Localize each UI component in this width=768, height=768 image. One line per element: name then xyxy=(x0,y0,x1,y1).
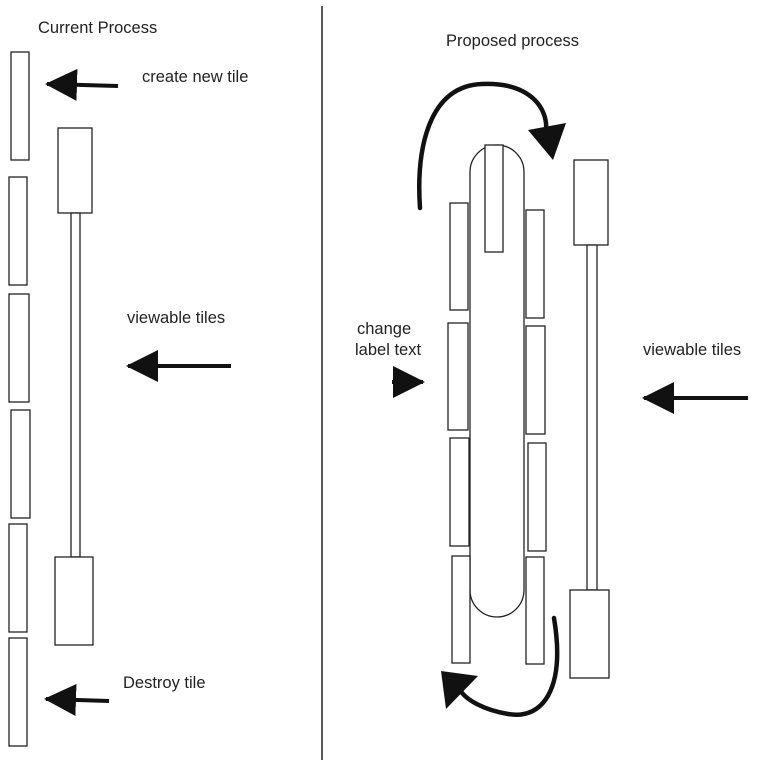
recycle-top-arrowhead xyxy=(528,123,566,160)
recycle-top-arrow-icon xyxy=(417,81,549,211)
create-new-tile-label: create new tile xyxy=(142,68,248,86)
recycled-tile-right-2 xyxy=(525,325,546,435)
tile-destroy xyxy=(8,637,28,747)
tile-viewable-1 xyxy=(8,176,28,286)
tile-viewable-3 xyxy=(10,409,31,519)
recycled-tile-left-4 xyxy=(451,555,471,664)
tile-viewable-2 xyxy=(8,293,30,403)
recycled-tile-right-4 xyxy=(525,556,545,665)
recycled-tile-left-1 xyxy=(449,202,469,311)
right-viewable-tiles-label: viewable tiles xyxy=(643,341,741,359)
scrollbar-track xyxy=(70,212,81,558)
tile-new xyxy=(10,51,30,161)
right-scrollbar-bottom-handle xyxy=(569,589,610,679)
current-process-title: Current Process xyxy=(38,19,157,37)
recycled-tile-right-1 xyxy=(525,209,545,319)
scrollbar-bottom-handle xyxy=(54,556,94,646)
recycle-bottom-arrow-icon xyxy=(457,615,560,717)
right-scrollbar-top-handle xyxy=(573,159,609,246)
left-viewable-tiles-label: viewable tiles xyxy=(127,309,225,327)
create-arrow-icon xyxy=(45,68,119,101)
recycled-tile-left-2 xyxy=(447,322,469,431)
recycle-bottom-arrowhead xyxy=(441,671,478,709)
destroy-arrow-icon xyxy=(44,683,110,716)
recycled-tile-top xyxy=(484,144,504,253)
destroy-tile-label: Destroy tile xyxy=(123,674,206,692)
tile-viewable-4 xyxy=(8,523,28,633)
proposed-process-title: Proposed process xyxy=(446,32,579,50)
right-scrollbar-track xyxy=(586,244,598,591)
change-label-text-line1: change xyxy=(357,320,411,338)
recycled-tile-left-3 xyxy=(449,437,470,547)
change-label-text-line2: label text xyxy=(355,341,421,359)
scrollbar-top-handle xyxy=(57,127,93,214)
recycled-tile-right-3 xyxy=(527,442,547,552)
